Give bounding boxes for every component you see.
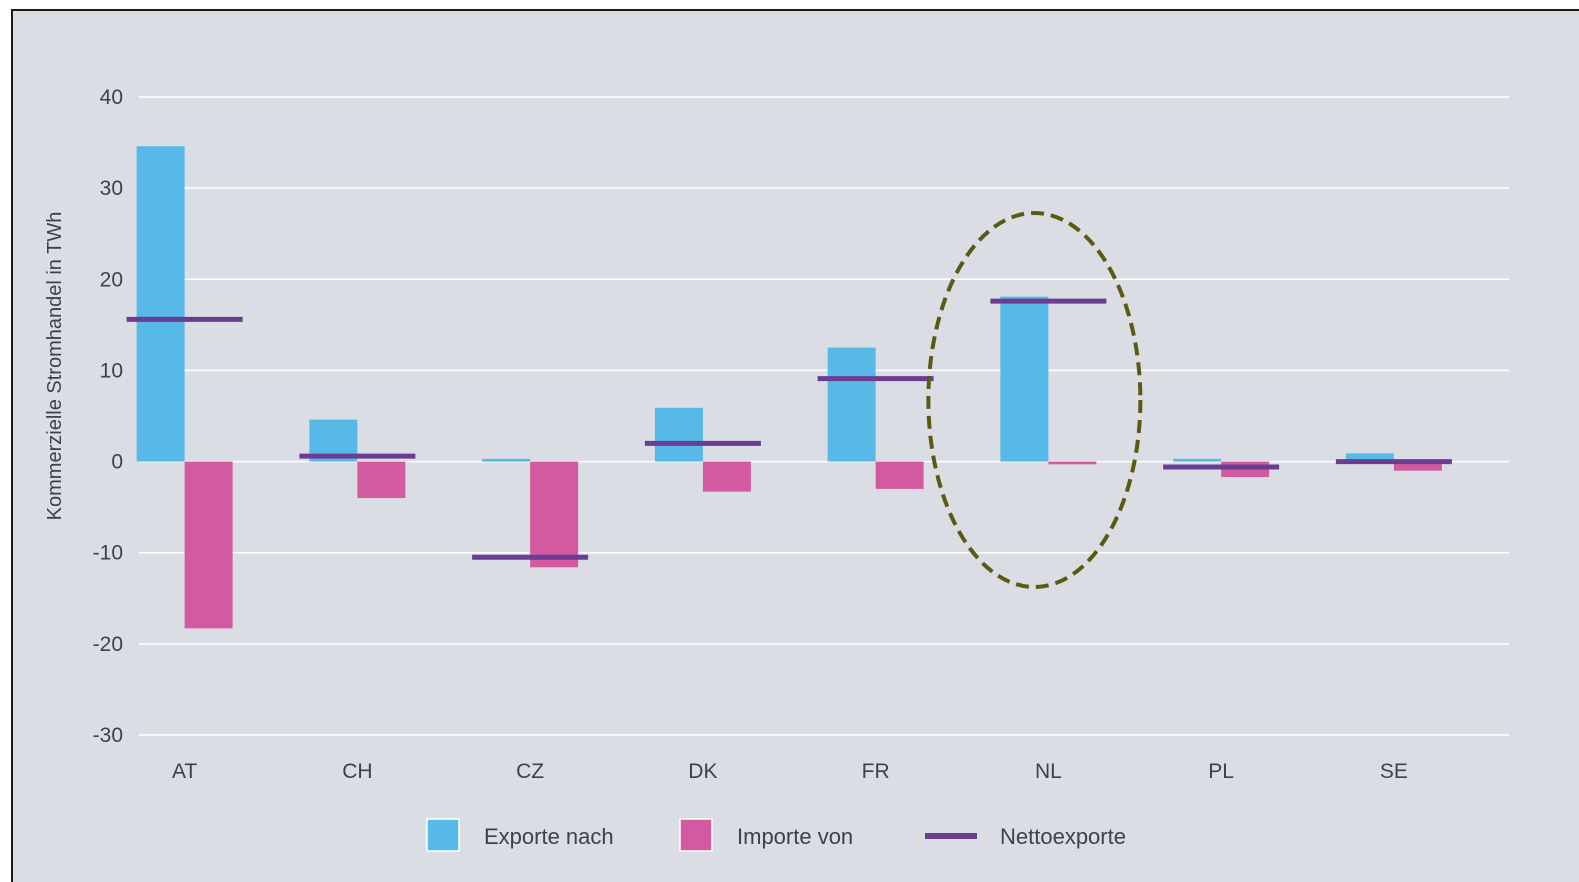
- export-bar-fr: [827, 347, 876, 462]
- legend: Exporte nach Importe von Nettoexporte: [426, 818, 1126, 852]
- import-bar-se: [1393, 461, 1442, 471]
- y-tick-label: 0: [111, 451, 123, 474]
- export-bar-at: [136, 146, 185, 462]
- highlight-ellipse-nl: [926, 211, 1143, 589]
- import-bar-ch: [357, 461, 406, 499]
- chart-canvas: 40 30 20 10 0 -10 -20 -30 Kommerzielle Stromhan…: [44, 86, 1509, 852]
- y-axis-label: Kommerzielle Stromhandel in TWh: [44, 212, 66, 521]
- x-tick-label-at: AT: [172, 760, 197, 783]
- import-bar-cz: [530, 461, 579, 568]
- y-tick-label: 30: [100, 177, 123, 200]
- bars: [136, 146, 1442, 629]
- import-bar-dk: [702, 461, 751, 492]
- y-tick-label: 20: [100, 268, 123, 291]
- export-bar-cz: [482, 458, 531, 462]
- y-tick-label: -20: [93, 633, 123, 656]
- export-bar-pl: [1173, 458, 1222, 462]
- legend-label-nettoexporte: Nettoexporte: [1000, 824, 1126, 849]
- y-axis-ticks: 40 30 20 10 0 -10 -20 -30: [93, 86, 123, 747]
- export-bar-nl: [1000, 296, 1049, 462]
- x-tick-label-dk: DK: [688, 760, 717, 783]
- import-bar-nl: [1048, 461, 1097, 465]
- export-bar-dk: [654, 407, 703, 462]
- x-tick-label-ch: CH: [342, 760, 372, 783]
- net-markers: [126, 298, 1452, 560]
- import-bar-at: [184, 461, 233, 629]
- x-tick-label-fr: FR: [862, 760, 890, 783]
- chart-frame: 40 30 20 10 0 -10 -20 -30 Kommerzielle Stromhan…: [11, 9, 1579, 882]
- legend-label-exporte-nach: Exporte nach: [484, 824, 614, 849]
- y-tick-label: -10: [93, 542, 123, 565]
- legend-label-importe-von: Importe von: [737, 824, 853, 849]
- x-axis-ticks: AT CH CZ DK FR NL PL SE: [172, 760, 1408, 783]
- legend-swatch-exporte-nach: [426, 818, 460, 852]
- import-bar-fr: [875, 461, 924, 489]
- x-tick-label-pl: PL: [1208, 760, 1234, 783]
- grid: [139, 96, 1509, 736]
- y-tick-label: 10: [100, 359, 123, 382]
- x-tick-label-nl: NL: [1035, 760, 1062, 783]
- y-tick-label: -30: [93, 724, 123, 747]
- x-tick-label-se: SE: [1380, 760, 1408, 783]
- y-tick-label: 40: [100, 86, 123, 109]
- legend-swatch-importe-von: [679, 818, 713, 852]
- export-bar-se: [1345, 453, 1394, 462]
- x-tick-label-cz: CZ: [516, 760, 544, 783]
